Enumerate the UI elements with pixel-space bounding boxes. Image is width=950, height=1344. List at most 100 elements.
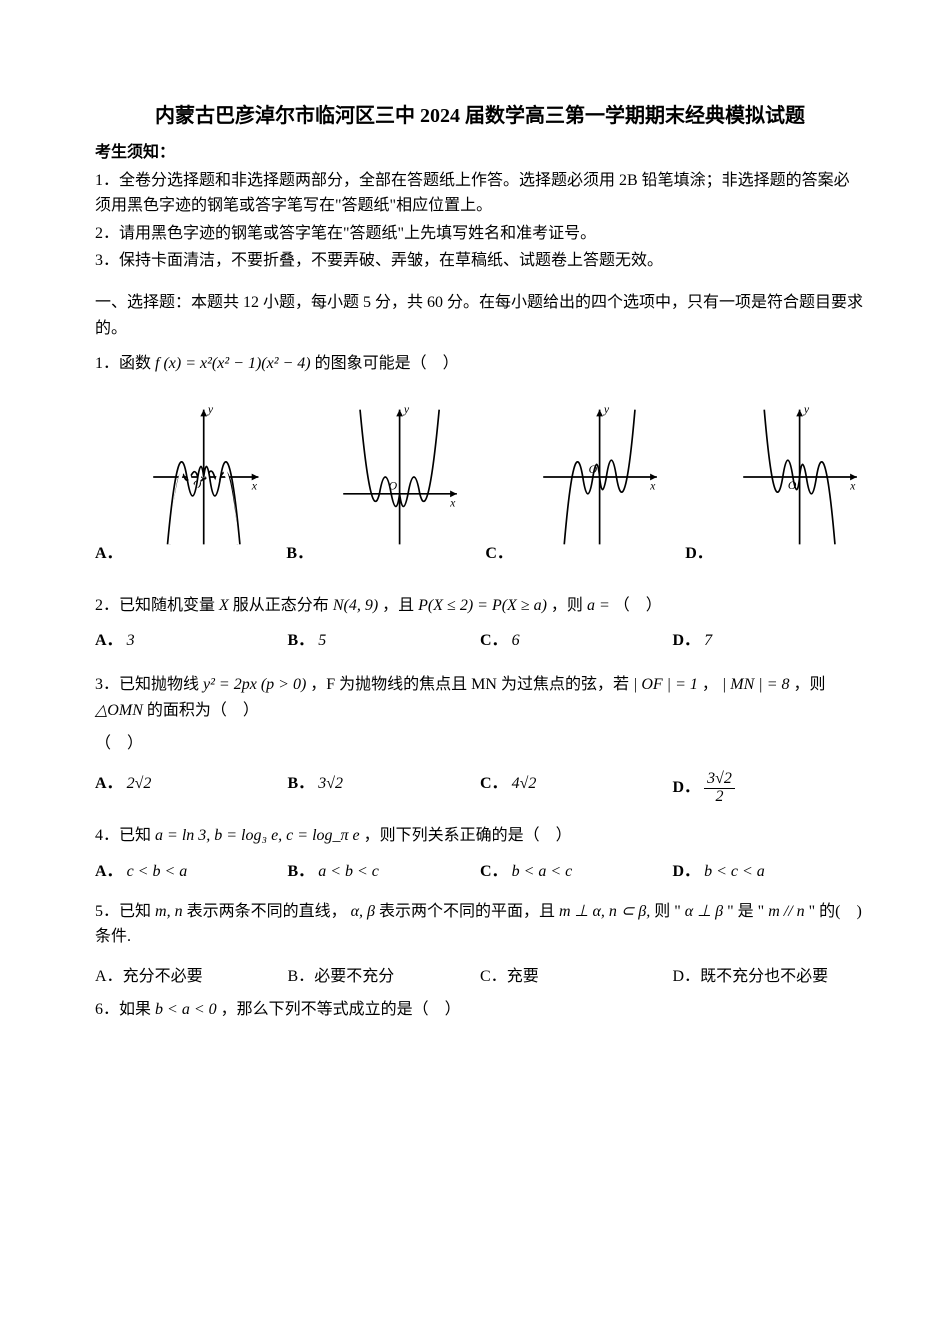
q5-d: 则 " (654, 903, 685, 920)
svg-text:y: y (803, 403, 810, 416)
q4-b: ，则下列关系正确的是（ ） (364, 827, 572, 844)
q2-optD: 7 (704, 632, 712, 649)
optD-label: D． (673, 632, 701, 649)
q4-eq: a = ln 3, b = log₃ e, c = log_π e (155, 827, 360, 844)
q3-optD-den: 2 (704, 789, 735, 806)
q3-e: 的面积为（ ） (147, 702, 259, 719)
q6-eq: b < a < 0 (155, 1001, 217, 1018)
q1-graph-C: y x O (539, 387, 665, 567)
optD-label: D． (673, 779, 701, 796)
q5-optD: 既不充分也不必要 (700, 968, 828, 985)
q3-tri: △OMN (95, 702, 143, 719)
svg-text:x: x (449, 496, 456, 509)
q5-ab: α, β (351, 903, 375, 920)
q3-options: A． 2√2 B． 3√2 C． 4√2 D． 3√2 2 (95, 771, 865, 806)
question-2: 2．已知随机变量 X 服从正态分布 N(4, 9) ，且 P(X ≤ 2) = … (95, 593, 865, 619)
q2-aeq: a = (587, 597, 610, 614)
q3-optD-num: 3√2 (704, 771, 735, 789)
q3-optC: 4√2 (512, 775, 537, 792)
q2-a: 2．已知随机变量 (95, 597, 219, 614)
q4-options: A． c < b < a B． a < b < c C． b < a < c D… (95, 859, 865, 885)
optD-label: D． (673, 863, 701, 880)
q6-b: ，那么下列不等式成立的是（ ） (221, 1001, 461, 1018)
q1-stem-pre: 1．函数 (95, 355, 155, 372)
q2-optB: 5 (318, 632, 326, 649)
q2-c: ，且 (382, 597, 418, 614)
q5-optA: 充分不必要 (123, 968, 203, 985)
question-3: 3．已知抛物线 y² = 2px (p > 0) ，F 为抛物线的焦点且 MN … (95, 672, 865, 723)
instruction-3: 3．保持卡面清洁，不要折叠，不要弄破、弄皱，在草稿纸、试题卷上答题无效。 (95, 248, 865, 274)
q3-c: ， (702, 676, 718, 693)
q3-eq3: | MN | = 8 (722, 676, 790, 693)
q4-optC: b < a < c (512, 863, 573, 880)
question-6: 6．如果 b < a < 0 ，那么下列不等式成立的是（ ） (95, 997, 865, 1023)
question-5: 5．已知 m, n 表示两条不同的直线， α, β 表示两个不同的平面，且 m … (95, 899, 865, 950)
q4-optB: a < b < c (318, 863, 379, 880)
question-1: 1．函数 f (x) = x²(x² − 1)(x² − 4) 的图象可能是（ … (95, 351, 865, 377)
optA-label: A． (95, 775, 123, 792)
q1-graph-A: y x O (149, 387, 267, 567)
q5-mn: m, n (155, 903, 183, 920)
q5-cond: m ⊥ α, n ⊂ β, (559, 903, 650, 920)
q5-b: 表示两条不同的直线， (187, 903, 347, 920)
notice-header: 考生须知： (95, 140, 865, 166)
exam-title: 内蒙古巴彦淖尔市临河区三中 2024 届数学高三第一学期期末经典模拟试题 (95, 100, 865, 132)
q2-eq: P(X ≤ 2) = P(X ≥ a) (418, 597, 547, 614)
svg-text:O: O (788, 479, 797, 492)
q2-options: A． 3 B． 5 C． 6 D． 7 (95, 628, 865, 654)
q2-optC: 6 (512, 632, 520, 649)
axis-x-label: x (250, 479, 257, 492)
svg-text:x: x (649, 479, 656, 492)
q3-optA: 2√2 (127, 775, 152, 792)
q5-c: 表示两个不同的平面，且 (379, 903, 559, 920)
optB-label: B． (288, 632, 315, 649)
q2-optA: 3 (127, 632, 135, 649)
instruction-1: 1．全卷分选择题和非选择题两部分，全部在答题纸上作答。选择题必须用 2B 铅笔填… (95, 168, 865, 219)
q3-blank: （ ） (95, 731, 865, 757)
q1-formula: f (x) = x²(x² − 1)(x² − 4) (155, 355, 311, 372)
q5-optC: 充要 (507, 968, 539, 985)
q3-d: ，则 (793, 676, 825, 693)
q2-b: 服从正态分布 (233, 597, 333, 614)
q1-options: A． y x O B． y x O C． y x O D． (95, 387, 865, 567)
q3-optD-frac: 3√2 2 (704, 771, 735, 806)
q5-c1: α ⊥ β (685, 903, 723, 920)
q4-optA: c < b < a (127, 863, 188, 880)
optC-label: C． (480, 775, 508, 792)
optA-label: A． (95, 863, 123, 880)
optB-label: B． (288, 863, 315, 880)
optB-label: B． (288, 775, 315, 792)
optA-label: A． (95, 632, 123, 649)
q3-optB: 3√2 (318, 775, 343, 792)
q3-b: ，F 为抛物线的焦点且 MN 为过焦点的弦，若 (310, 676, 633, 693)
optA-label: A． (95, 968, 123, 985)
q3-a: 3．已知抛物线 (95, 676, 203, 693)
q4-a: 4．已知 (95, 827, 155, 844)
q2-e: （ ） (614, 597, 662, 614)
optB-label: B． (288, 968, 315, 985)
optD-label: D． (673, 968, 701, 985)
q2-d: ，则 (551, 597, 587, 614)
q1-stem-post: 的图象可能是（ ） (315, 355, 459, 372)
q3-eq1: y² = 2px (p > 0) (203, 676, 306, 693)
q5-e: " 是 " (727, 903, 768, 920)
q5-a: 5．已知 (95, 903, 155, 920)
q5-c2: m // n (768, 903, 804, 920)
q1-graph-D: y x O (739, 387, 865, 567)
instruction-2: 2．请用黑色字迹的钢笔或答字笔在"答题纸"上先填写姓名和准考证号。 (95, 221, 865, 247)
q4-optD: b < c < a (704, 863, 765, 880)
q3-eq2: | OF | = 1 (633, 676, 698, 693)
q1-optB-label: B． (286, 541, 313, 567)
question-4: 4．已知 a = ln 3, b = log₃ e, c = log_π e ，… (95, 823, 865, 849)
q6-a: 6．如果 (95, 1001, 155, 1018)
axis-y-label: y (206, 403, 213, 416)
q1-optD-label: D． (685, 541, 713, 567)
q2-dist: N(4, 9) (333, 597, 378, 614)
svg-text:x: x (849, 479, 856, 492)
q1-optC-label: C． (485, 541, 513, 567)
section-1-header: 一、选择题：本题共 12 小题，每小题 5 分，共 60 分。在每小题给出的四个… (95, 290, 865, 341)
optC-label: C． (480, 863, 508, 880)
svg-text:y: y (403, 403, 410, 416)
svg-text:y: y (603, 403, 610, 416)
q1-graph-B: y x O (339, 387, 465, 567)
